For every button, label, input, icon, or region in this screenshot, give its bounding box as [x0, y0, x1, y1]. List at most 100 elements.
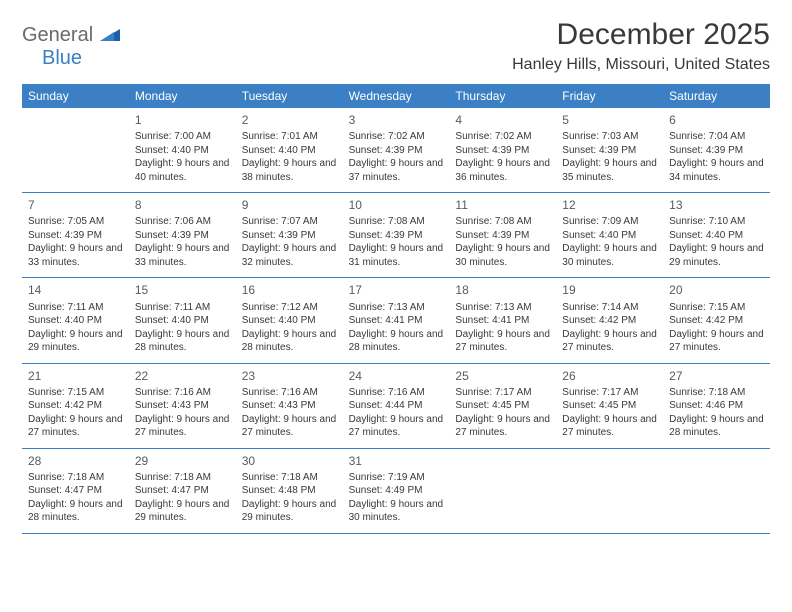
sunset-text: Sunset: 4:44 PM — [349, 399, 444, 413]
calendar-day-cell: 31Sunrise: 7:19 AMSunset: 4:49 PMDayligh… — [343, 449, 450, 533]
calendar-day-cell: 1Sunrise: 7:00 AMSunset: 4:40 PMDaylight… — [129, 108, 236, 192]
sunset-text: Sunset: 4:40 PM — [242, 314, 337, 328]
sunrise-text: Sunrise: 7:13 AM — [455, 301, 550, 315]
day-number: 29 — [135, 453, 230, 469]
day-number: 19 — [562, 282, 657, 298]
calendar-day-cell: 12Sunrise: 7:09 AMSunset: 4:40 PMDayligh… — [556, 193, 663, 277]
sunset-text: Sunset: 4:39 PM — [349, 144, 444, 158]
sunset-text: Sunset: 4:39 PM — [562, 144, 657, 158]
daylight-text: Daylight: 9 hours and 30 minutes. — [455, 242, 550, 269]
sunset-text: Sunset: 4:39 PM — [242, 229, 337, 243]
calendar-day-cell: 9Sunrise: 7:07 AMSunset: 4:39 PMDaylight… — [236, 193, 343, 277]
daylight-text: Daylight: 9 hours and 27 minutes. — [669, 328, 764, 355]
calendar-body: 1Sunrise: 7:00 AMSunset: 4:40 PMDaylight… — [22, 108, 770, 534]
calendar-day-cell: 29 Sunrise: 7:18 AMSunset: 4:47 PMDayligh… — [129, 449, 236, 533]
sunrise-text: Sunrise: 7:13 AM — [349, 301, 444, 315]
day-number: 13 — [669, 197, 764, 213]
daylight-text: Daylight: 9 hours and 27 minutes. — [455, 328, 550, 355]
calendar-day-cell: 10Sunrise: 7:08 AMSunset: 4:39 PMDayligh… — [343, 193, 450, 277]
sunrise-text: Sunrise: 7:11 AM — [135, 301, 230, 315]
sunset-text: Sunset: 4:40 PM — [242, 144, 337, 158]
sunset-text: Sunset: 4:40 PM — [562, 229, 657, 243]
sunrise-text: Sunrise: 7:18 AM — [669, 386, 764, 400]
daylight-text: Daylight: 9 hours and 31 minutes. — [349, 242, 444, 269]
calendar-day-cell: 30Sunrise: 7:18 AMSunset: 4:48 PMDayligh… — [236, 449, 343, 533]
sunset-text: Sunset: 4:47 PM — [28, 484, 123, 498]
daylight-text: Daylight: 9 hours and 28 minutes. — [669, 413, 764, 440]
daylight-text: Daylight: 9 hours and 34 minutes. — [669, 157, 764, 184]
day-number: 14 — [28, 282, 123, 298]
calendar-day-cell: 18 Sunrise: 7:13 AMSunset: 4:41 PMDayligh… — [449, 278, 556, 362]
daylight-text: Daylight: 9 hours and 40 minutes. — [135, 157, 230, 184]
sunrise-text: Sunrise: 7:11 AM — [28, 301, 123, 315]
calendar-day-cell: 4Sunrise: 7:02 AMSunset: 4:39 PMDaylight… — [449, 108, 556, 192]
day-number: 9 — [242, 197, 337, 213]
day-number: 20 — [669, 282, 764, 298]
sunrise-text: Sunrise: 7:02 AM — [349, 130, 444, 144]
day-number: 15 — [135, 282, 230, 298]
calendar-day-cell: 3Sunrise: 7:02 AMSunset: 4:39 PMDaylight… — [343, 108, 450, 192]
sunset-text: Sunset: 4:39 PM — [135, 229, 230, 243]
sunset-text: Sunset: 4:45 PM — [562, 399, 657, 413]
day-number: 6 — [669, 112, 764, 128]
calendar-day-cell: 16Sunrise: 7:12 AMSunset: 4:40 PMDayligh… — [236, 278, 343, 362]
day-number: 25 — [455, 368, 550, 384]
day-number: 18 — [455, 282, 550, 298]
weekday-header: Wednesday — [343, 84, 450, 108]
sunset-text: Sunset: 4:45 PM — [455, 399, 550, 413]
day-number: 3 — [349, 112, 444, 128]
sunrise-text: Sunrise: 7:02 AM — [455, 130, 550, 144]
sunset-text: Sunset: 4:39 PM — [28, 229, 123, 243]
calendar-day-cell — [22, 108, 129, 192]
day-number: 24 — [349, 368, 444, 384]
calendar-day-cell: 20Sunrise: 7:15 AMSunset: 4:42 PMDayligh… — [663, 278, 770, 362]
header: General Blue December 2025 Hanley Hills,… — [22, 18, 770, 74]
calendar-day-cell: 26Sunrise: 7:17 AMSunset: 4:45 PMDayligh… — [556, 364, 663, 448]
calendar-week-row: 21Sunrise: 7:15 AMSunset: 4:42 PMDayligh… — [22, 364, 770, 449]
logo-triangle-icon — [100, 27, 120, 46]
sunset-text: Sunset: 4:39 PM — [455, 229, 550, 243]
daylight-text: Daylight: 9 hours and 32 minutes. — [242, 242, 337, 269]
logo-block: General Blue — [22, 24, 120, 70]
calendar-day-cell: 13Sunrise: 7:10 AMSunset: 4:40 PMDayligh… — [663, 193, 770, 277]
sunset-text: Sunset: 4:40 PM — [28, 314, 123, 328]
daylight-text: Daylight: 9 hours and 28 minutes. — [349, 328, 444, 355]
day-number: 5 — [562, 112, 657, 128]
sunset-text: Sunset: 4:46 PM — [669, 399, 764, 413]
daylight-text: Daylight: 9 hours and 28 minutes. — [28, 498, 123, 525]
daylight-text: Daylight: 9 hours and 29 minutes. — [135, 498, 230, 525]
day-number: 27 — [669, 368, 764, 384]
daylight-text: Daylight: 9 hours and 27 minutes. — [562, 413, 657, 440]
sunrise-text: Sunrise: 7:17 AM — [455, 386, 550, 400]
sunrise-text: Sunrise: 7:18 AM — [135, 471, 230, 485]
sunrise-text: Sunrise: 7:08 AM — [349, 215, 444, 229]
sunrise-text: Sunrise: 7:18 AM — [28, 471, 123, 485]
sunrise-text: Sunrise: 7:00 AM — [135, 130, 230, 144]
weekday-header: Thursday — [449, 84, 556, 108]
sunset-text: Sunset: 4:39 PM — [455, 144, 550, 158]
daylight-text: Daylight: 9 hours and 28 minutes. — [135, 328, 230, 355]
daylight-text: Daylight: 9 hours and 27 minutes. — [455, 413, 550, 440]
sunset-text: Sunset: 4:41 PM — [455, 314, 550, 328]
calendar-week-row: 7Sunrise: 7:05 AMSunset: 4:39 PMDaylight… — [22, 193, 770, 278]
month-title: December 2025 — [512, 18, 770, 52]
sunrise-text: Sunrise: 7:16 AM — [349, 386, 444, 400]
weekday-header: Friday — [556, 84, 663, 108]
sunrise-text: Sunrise: 7:08 AM — [455, 215, 550, 229]
daylight-text: Daylight: 9 hours and 33 minutes. — [28, 242, 123, 269]
daylight-text: Daylight: 9 hours and 27 minutes. — [562, 328, 657, 355]
sunset-text: Sunset: 4:47 PM — [135, 484, 230, 498]
sunrise-text: Sunrise: 7:01 AM — [242, 130, 337, 144]
calendar-week-row: 28Sunrise: 7:18 AMSunset: 4:47 PMDayligh… — [22, 449, 770, 534]
sunset-text: Sunset: 4:40 PM — [669, 229, 764, 243]
sunset-text: Sunset: 4:49 PM — [349, 484, 444, 498]
day-number: 8 — [135, 197, 230, 213]
logo-text-blue: Blue — [42, 47, 82, 69]
sunset-text: Sunset: 4:41 PM — [349, 314, 444, 328]
title-block: December 2025 Hanley Hills, Missouri, Un… — [512, 18, 770, 74]
daylight-text: Daylight: 9 hours and 30 minutes. — [562, 242, 657, 269]
day-number: 11 — [455, 197, 550, 213]
sunrise-text: Sunrise: 7:18 AM — [242, 471, 337, 485]
sunrise-text: Sunrise: 7:17 AM — [562, 386, 657, 400]
daylight-text: Daylight: 9 hours and 29 minutes. — [28, 328, 123, 355]
